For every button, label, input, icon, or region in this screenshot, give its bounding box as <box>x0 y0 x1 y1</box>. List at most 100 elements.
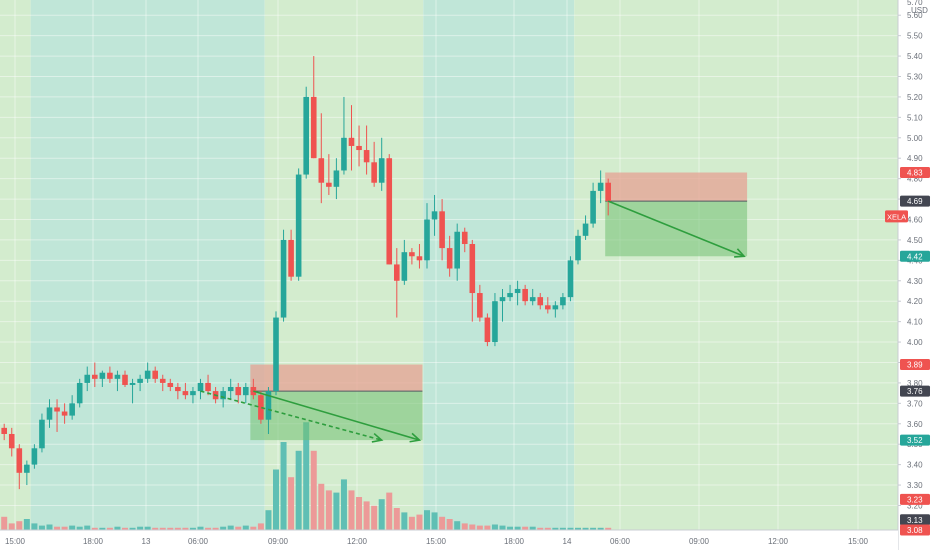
candle[interactable] <box>499 288 506 322</box>
candle[interactable] <box>303 86 309 179</box>
candle[interactable] <box>409 248 415 265</box>
tick-label: 3.80 <box>907 379 923 388</box>
candle[interactable] <box>54 399 60 432</box>
candle[interactable] <box>424 203 430 269</box>
time-axis[interactable]: 15:00 18:00 13 06:00 09:00 12:00 15:00 18:00 14 0… <box>0 529 898 550</box>
candle[interactable] <box>92 362 98 388</box>
candle[interactable] <box>446 235 453 277</box>
stop-loss-zone[interactable] <box>605 172 748 202</box>
candle[interactable] <box>197 378 204 400</box>
candle[interactable] <box>31 444 38 469</box>
candle-body <box>129 382 136 385</box>
candle[interactable] <box>84 366 91 392</box>
candle[interactable] <box>280 229 287 322</box>
candle[interactable] <box>273 311 279 396</box>
candle[interactable] <box>371 141 377 187</box>
candle[interactable] <box>76 378 83 408</box>
tick-label: 3.30 <box>907 481 923 490</box>
price-axis[interactable]: USD5.703.203.303.403.503.603.703.803.904… <box>897 0 932 550</box>
candle[interactable] <box>243 382 249 404</box>
candle[interactable] <box>477 284 483 322</box>
candle[interactable] <box>310 56 317 159</box>
candle[interactable] <box>326 154 332 195</box>
candle[interactable] <box>295 168 302 281</box>
candle[interactable] <box>522 284 528 306</box>
stop-loss-zone[interactable] <box>250 364 423 392</box>
candle-body <box>560 297 566 306</box>
candle[interactable] <box>258 391 264 424</box>
candle[interactable] <box>190 387 196 404</box>
candle[interactable] <box>363 125 370 175</box>
candle[interactable] <box>582 215 589 240</box>
volume-bar <box>469 524 476 530</box>
candle[interactable] <box>99 370 106 388</box>
candle[interactable] <box>182 382 189 400</box>
candle[interactable] <box>175 382 181 400</box>
candle[interactable] <box>167 378 174 392</box>
candle-body <box>220 391 226 400</box>
candle[interactable] <box>552 301 559 318</box>
candle[interactable] <box>235 382 242 404</box>
candle[interactable] <box>507 284 513 302</box>
candle[interactable] <box>545 297 551 314</box>
candle[interactable] <box>454 223 460 281</box>
candle[interactable] <box>378 137 385 191</box>
candle[interactable] <box>227 378 234 400</box>
candle[interactable] <box>39 413 45 453</box>
candle[interactable] <box>341 96 347 175</box>
candle[interactable] <box>144 362 151 383</box>
candle[interactable] <box>8 427 15 457</box>
candle[interactable] <box>1 423 7 441</box>
candle[interactable] <box>61 403 68 424</box>
short-position-2[interactable] <box>605 172 748 257</box>
candle[interactable] <box>24 460 30 486</box>
candle[interactable] <box>318 113 325 204</box>
candle[interactable] <box>16 444 23 490</box>
symbol-badge[interactable] <box>885 210 908 223</box>
candle[interactable] <box>394 248 400 318</box>
candle[interactable] <box>288 229 294 281</box>
volume-bar <box>137 526 144 530</box>
tick-label: 5.30 <box>907 72 923 81</box>
candle[interactable] <box>129 378 136 404</box>
candle[interactable] <box>356 125 362 167</box>
candle[interactable] <box>597 170 604 204</box>
volume-bar <box>114 526 121 530</box>
projection-arrows <box>200 200 746 443</box>
candle[interactable] <box>152 366 158 383</box>
candle[interactable] <box>590 182 596 228</box>
candle[interactable] <box>575 229 581 265</box>
candle[interactable] <box>537 293 544 310</box>
candle-body <box>235 387 242 396</box>
volume-bar <box>446 519 453 530</box>
candle[interactable] <box>605 178 611 216</box>
candle[interactable] <box>560 293 566 310</box>
candle[interactable] <box>107 366 113 383</box>
tick-label: 3.70 <box>907 399 923 408</box>
candle[interactable] <box>137 374 143 392</box>
volume-bar <box>303 422 310 530</box>
candle[interactable] <box>469 239 476 322</box>
candle[interactable] <box>431 194 438 236</box>
candle[interactable] <box>122 370 128 388</box>
candle[interactable] <box>461 227 468 253</box>
candle[interactable] <box>484 313 491 347</box>
candle[interactable] <box>529 288 536 306</box>
volume-bar <box>575 527 581 530</box>
candle[interactable] <box>159 374 166 392</box>
candle-body <box>409 252 415 257</box>
candle[interactable] <box>205 374 211 396</box>
candle[interactable] <box>567 256 574 302</box>
candle[interactable] <box>416 244 423 269</box>
candle[interactable] <box>401 239 408 285</box>
candle[interactable] <box>386 154 393 265</box>
candle[interactable] <box>514 280 521 306</box>
candle[interactable] <box>439 199 445 261</box>
candle[interactable] <box>333 158 340 200</box>
candle[interactable] <box>69 395 75 420</box>
candle[interactable] <box>348 105 355 171</box>
candle[interactable] <box>46 399 53 428</box>
candle[interactable] <box>114 370 121 392</box>
candle[interactable] <box>492 293 498 347</box>
